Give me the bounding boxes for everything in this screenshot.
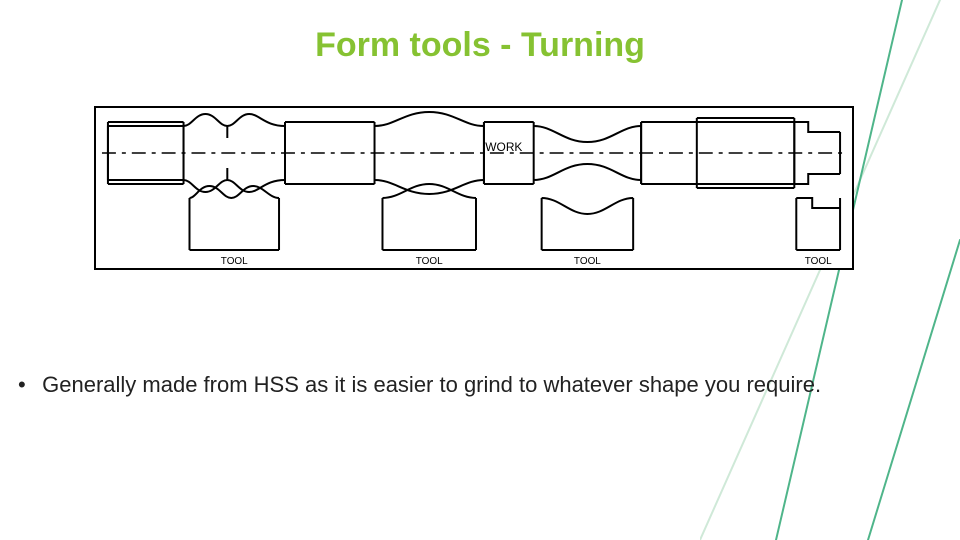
bullet-text: Generally made from HSS as it is easier …: [42, 372, 821, 397]
slide: Form tools - Turning WORK TOOL TOOL TOOL TOO…: [0, 0, 960, 540]
bullet-line: • Generally made from HSS as it is easie…: [18, 370, 920, 400]
svg-text:WORK: WORK: [485, 140, 522, 154]
bullet-dot: •: [18, 370, 36, 400]
svg-text:TOOL: TOOL: [416, 256, 443, 267]
slide-title: Form tools - Turning: [0, 26, 960, 65]
form-tools-figure: WORK TOOL TOOL TOOL TOOL: [94, 106, 854, 270]
svg-text:TOOL: TOOL: [805, 256, 832, 267]
decor-triangle-accent: [700, 0, 960, 540]
svg-text:TOOL: TOOL: [574, 256, 601, 267]
svg-text:TOOL: TOOL: [221, 256, 248, 267]
